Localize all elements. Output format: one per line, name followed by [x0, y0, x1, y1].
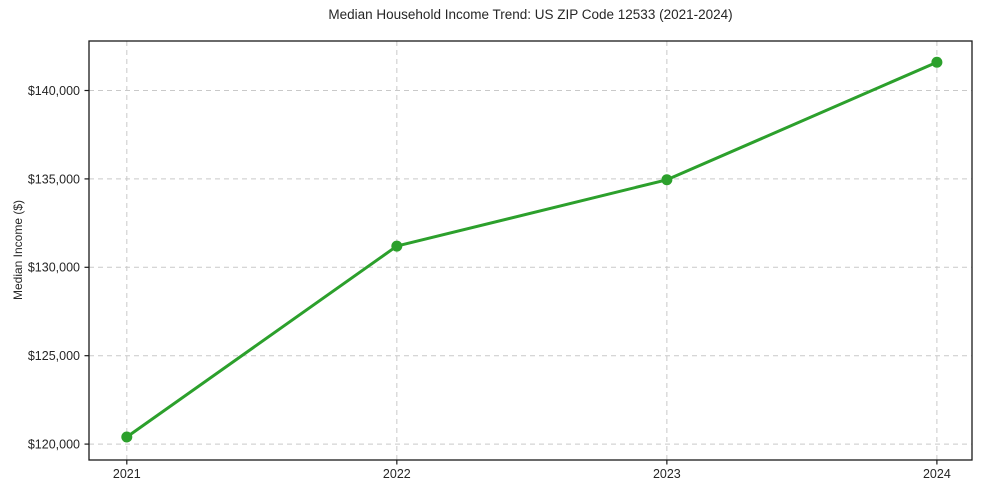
plot-border	[88, 40, 973, 461]
x-tick-label: 2023	[653, 467, 681, 481]
x-tick-label: 2022	[383, 467, 411, 481]
data-point-2022	[391, 240, 403, 252]
chart-title: Median Household Income Trend: US ZIP Co…	[328, 7, 733, 22]
y-tick-label: $130,000	[28, 261, 80, 275]
trend-line	[125, 60, 939, 439]
x-tick-label: 2024	[923, 467, 951, 481]
data-point-2021	[121, 431, 133, 443]
x-tick-label: 2021	[113, 467, 141, 481]
y-tick-label: $125,000	[28, 349, 80, 363]
y-tick-label: $140,000	[28, 84, 80, 98]
y-tick-label: $120,000	[28, 437, 80, 451]
data-point-2023	[661, 174, 673, 186]
y-tick-label: $135,000	[28, 172, 80, 186]
data-point-2024	[931, 56, 943, 68]
